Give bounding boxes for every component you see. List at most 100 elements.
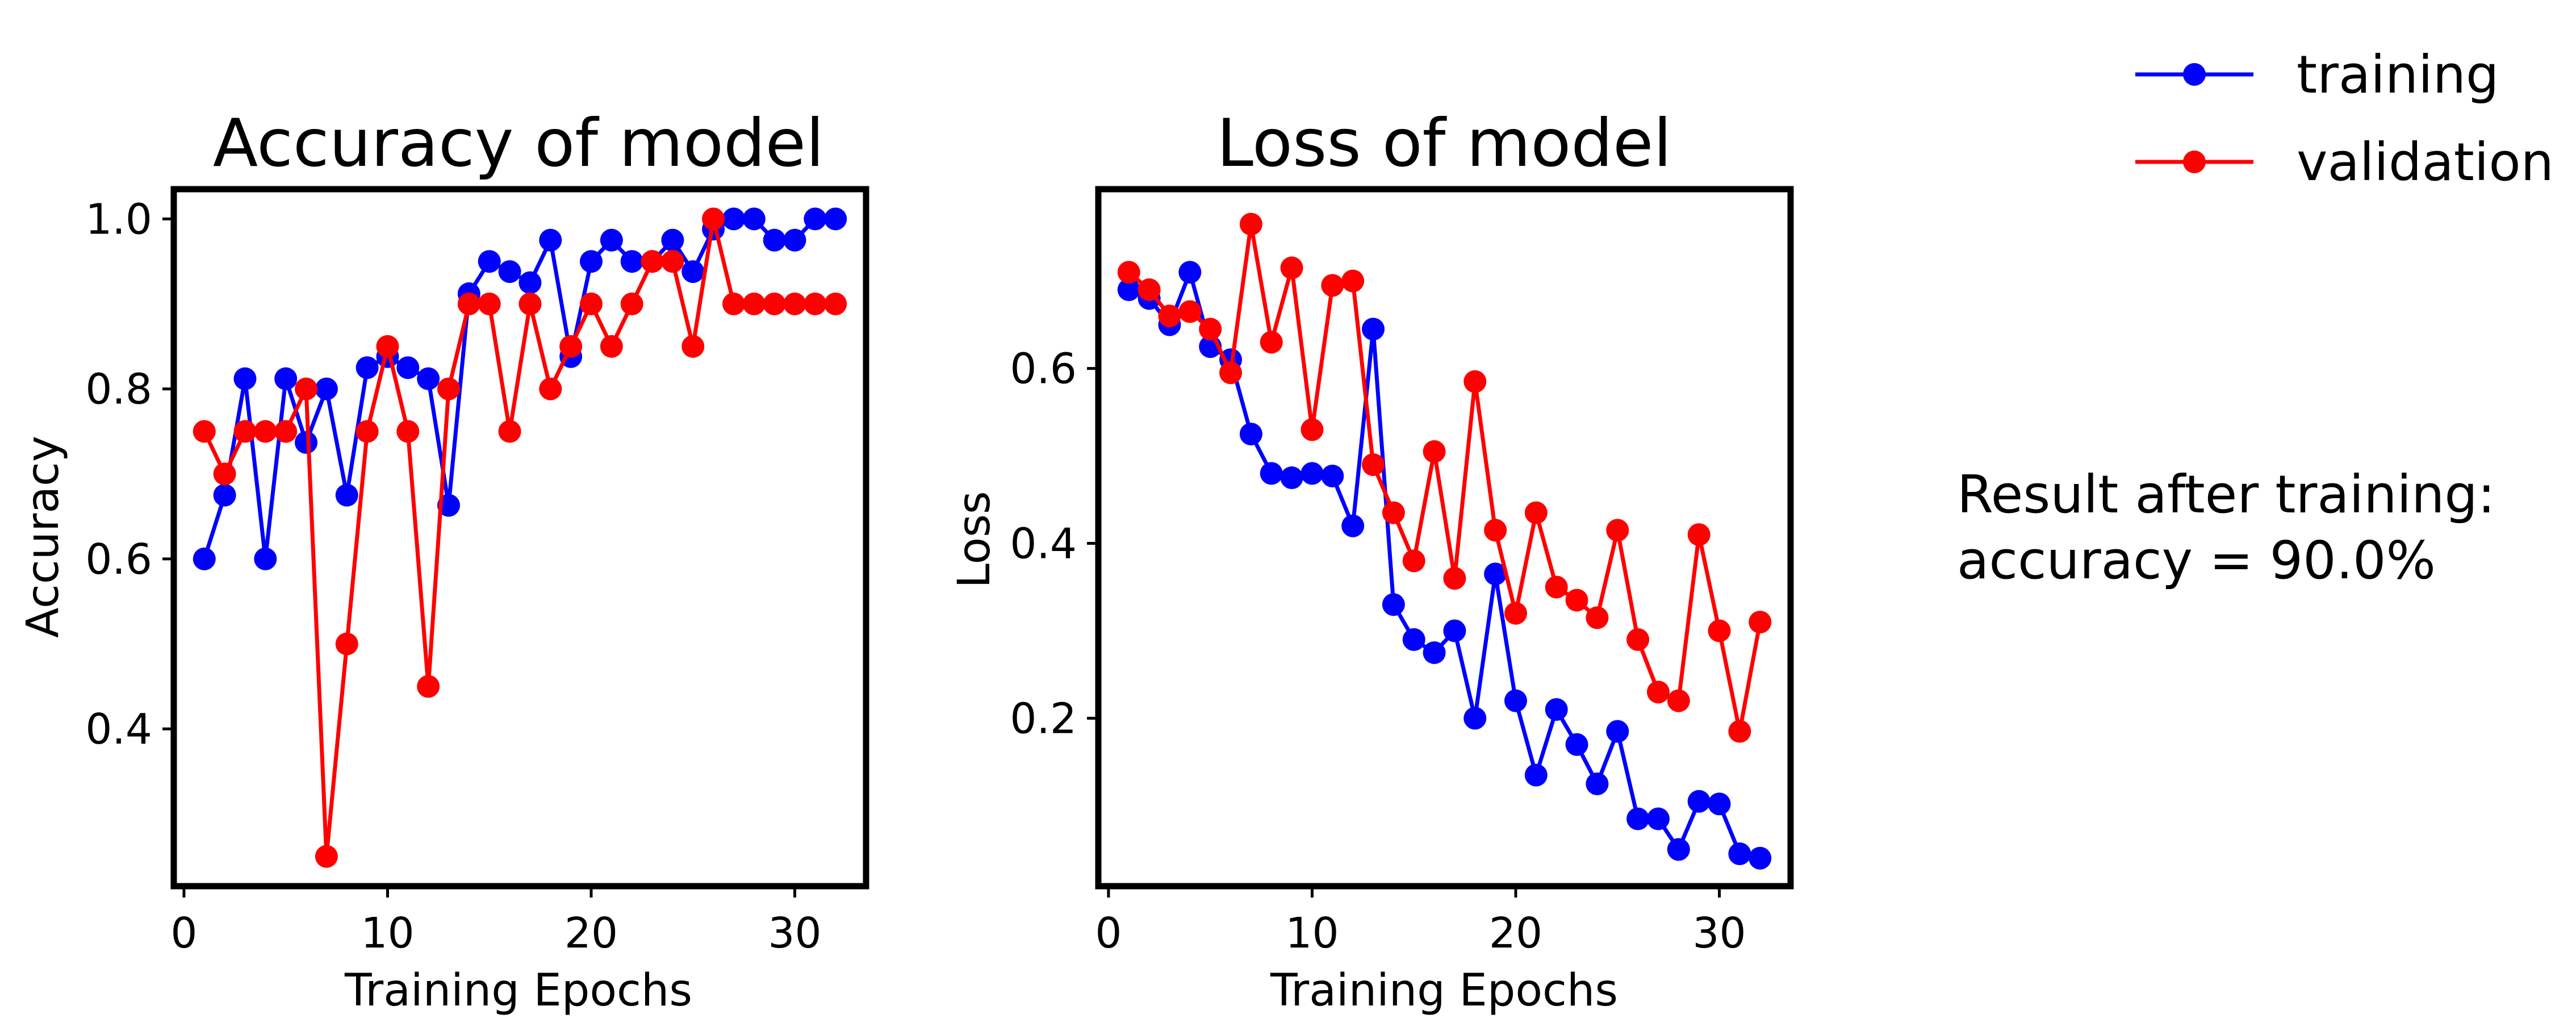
accuracy-training-point [804,207,827,231]
loss-plot-frame [1095,186,1794,890]
accuracy-y-tick-label: 0.8 [85,365,152,414]
accuracy-y-tick-label: 1.0 [85,195,152,244]
accuracy-training-point [295,431,318,454]
loss-training-point [1646,807,1670,830]
loss-y-tick-label: 0.4 [1010,520,1077,569]
legend-marker-training [2183,63,2206,86]
loss-training-point [1280,466,1303,490]
loss-training-point [1402,628,1425,651]
accuracy-validation-point [396,420,420,443]
loss-validation-point [1321,274,1344,297]
accuracy-training-point [722,207,745,231]
accuracy-validation-point [295,377,318,400]
loss-training-point [1463,707,1487,730]
loss-training-point [1708,792,1731,816]
loss-training-point [1606,720,1629,743]
accuracy-training-point [600,228,623,252]
accuracy-training-point [193,547,216,570]
accuracy-validation-point [641,250,664,273]
loss-validation-point [1117,261,1140,284]
loss-y-tick-label: 0.2 [1010,694,1077,743]
loss-validation-point [1728,720,1751,743]
accuracy-validation-point [539,377,562,400]
result-line-2: accuracy = 90.0% [1957,530,2436,591]
legend: training validation [2135,44,2554,193]
accuracy-training-point [498,260,521,283]
accuracy-validation-point [763,293,786,316]
loss-validation-point [1138,278,1161,302]
loss-training-point [1545,698,1568,721]
loss-training-point [1687,790,1711,813]
accuracy-training-point [274,367,298,390]
accuracy-training-point [518,271,542,294]
accuracy-validation-point [335,632,358,656]
accuracy-validation-point [661,250,684,273]
loss-training-point [1178,261,1202,284]
accuracy-validation-point [274,420,298,443]
accuracy-y-tick-label: 0.4 [85,705,152,754]
accuracy-validation-point [681,335,705,358]
accuracy-training-point [335,483,358,507]
loss-training-point [1443,619,1466,642]
accuracy-training-point [233,367,257,390]
accuracy-validation-point [783,293,806,316]
loss-validation-point [1300,418,1324,441]
loss-series [1117,212,1772,870]
accuracy-training-point [681,260,705,283]
loss-validation-point [1402,549,1425,573]
legend-label-training: training [2297,44,2499,105]
loss-validation-point [1382,501,1405,524]
legend-item-validation: validation [2135,132,2554,193]
legend-marker-validation [2183,151,2206,173]
accuracy-training-point [783,228,806,252]
accuracy-chart: Accuracy of model Training Epochs Accura… [18,105,869,1016]
loss-validation-point [1687,523,1711,546]
loss-training-point [1626,807,1650,830]
loss-training-point [1117,278,1140,302]
loss-validation-point [1423,440,1446,463]
loss-validation-point [1463,370,1487,393]
loss-validation-point [1260,331,1283,354]
legend-item-training: training [2135,44,2499,105]
loss-training-point [1667,838,1690,861]
loss-training-point [1341,514,1365,537]
accuracy-validation-point [722,293,745,316]
accuracy-chart-title: Accuracy of model [213,105,824,182]
accuracy-x-axis-label: Training Epochs [344,965,692,1016]
accuracy-y-tick-label: 0.6 [85,535,152,584]
accuracy-training-point [254,547,277,570]
accuracy-ticks: 0 10 20 30 0.4 0.6 0.8 1.0 [85,195,821,958]
loss-x-axis-label: Training Epochs [1270,965,1618,1016]
loss-x-tick-label: 10 [1285,909,1339,958]
accuracy-validation-point [824,293,847,316]
loss-validation-point [1626,628,1650,651]
loss-training-point [1749,846,1772,870]
loss-validation-point [1606,519,1629,542]
loss-validation-point [1484,519,1507,542]
loss-validation-point [1199,318,1222,341]
result-summary: Result after training: accuracy = 90.0% [1957,464,2495,591]
accuracy-validation-point [417,675,440,698]
loss-validation-point [1178,300,1202,323]
accuracy-training-point [478,250,501,273]
loss-validation-point [1565,589,1588,612]
accuracy-validation-point [600,335,623,358]
loss-validation-point [1586,606,1609,629]
loss-training-point [1524,763,1548,787]
accuracy-validation-point [233,420,257,443]
accuracy-validation-point [559,335,583,358]
loss-training-point [1260,462,1283,485]
accuracy-x-tick-label: 20 [564,909,618,958]
loss-validation-point [1749,611,1772,634]
accuracy-validation-point [254,420,277,443]
accuracy-validation-point [213,462,236,486]
loss-validation-point [1708,619,1731,642]
loss-x-tick-label: 30 [1692,909,1746,958]
accuracy-validation-point [193,420,216,443]
accuracy-training-point [763,228,786,252]
accuracy-x-tick-label: 0 [170,909,197,958]
loss-validation-point [1646,681,1670,704]
loss-x-tick-label: 20 [1489,909,1542,958]
loss-validation-point [1545,575,1568,599]
loss-training-point [1565,733,1588,756]
